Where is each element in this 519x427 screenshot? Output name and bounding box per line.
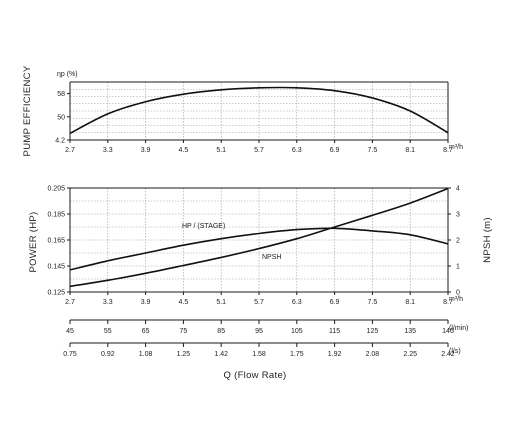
efficiency-y-tick-label: 50 [57, 114, 65, 121]
flow-axis-1-tick-label: 2.08 [366, 351, 380, 358]
flow-axis-1-tick-label: 0.92 [101, 351, 115, 358]
efficiency-x-tick-label: 6.9 [330, 147, 340, 154]
power-x-tick-label: 7.5 [368, 299, 378, 306]
efficiency-unit-label: ηp (%) [57, 71, 78, 78]
power-x-unit-label: m³/h [449, 296, 463, 303]
efficiency-x-tick-label: 5.1 [216, 147, 226, 154]
flow-axis-0-tick-label: 135 [404, 328, 416, 335]
flow-axis-0-tick-label: 125 [367, 328, 379, 335]
power-series-line-1 [69, 187, 449, 288]
flow-axis-0-tick-label: 95 [255, 328, 263, 335]
power-x-tick-label: 4.5 [179, 299, 189, 306]
flow-axis-1-tick-label: 1.42 [214, 351, 228, 358]
flow-axis-0-tick-label: 145 [442, 328, 454, 335]
efficiency-x-tick-label: 4.5 [179, 147, 189, 154]
efficiency-x-unit-label: m³/h [449, 144, 463, 151]
power-y-tick-label: 0.165 [47, 238, 65, 245]
flow-axis-0-tick-label: 65 [142, 328, 150, 335]
flow-axis-0-tick-label: 45 [66, 328, 74, 335]
power-y-tick-label: 0.125 [47, 290, 65, 297]
power-y2-tick-label: 3 [456, 212, 460, 219]
power-x-tick-label: 5.1 [216, 299, 226, 306]
efficiency-y-tick-label: 4.2 [55, 138, 65, 145]
power-x-tick-label: 8.7 [443, 299, 453, 306]
npsh-axis-title: NPSH (m) [482, 217, 493, 263]
power-y2-tick-label: 2 [456, 238, 460, 245]
power-series-line-0 [69, 227, 449, 271]
power-x-tick-label: 6.3 [292, 299, 302, 306]
flow-axis-1-tick-label: 2.25 [403, 351, 417, 358]
power-axis-title: POWER (HP) [28, 211, 39, 272]
power-x-tick-label: 2.7 [65, 299, 75, 306]
power-x-tick-label: 5.7 [254, 299, 264, 306]
efficiency-y-tick-label: 58 [57, 91, 65, 98]
efficiency-x-tick-label: 7.5 [368, 147, 378, 154]
flow-axis-1-unit-label: (l/s) [449, 348, 461, 355]
flow-axis-0-tick-label: 75 [180, 328, 188, 335]
flow-axis-1-tick-label: 0.75 [63, 351, 77, 358]
efficiency-series-line-0 [69, 86, 449, 135]
power-y2-tick-label: 4 [456, 186, 460, 193]
flow-axis-1-tick-label: 1.92 [328, 351, 342, 358]
efficiency-x-tick-label: 8.7 [443, 147, 453, 154]
power-x-tick-label: 3.9 [141, 299, 151, 306]
flow-axis-0-tick-label: 85 [217, 328, 225, 335]
flow-axis-1-tick-label: 1.75 [290, 351, 304, 358]
npsh-series-label: NPSH [262, 254, 281, 261]
flow-axis-1-tick-label: 1.08 [139, 351, 153, 358]
power-npsh-panel: POWER (HP) NPSH (m) 0.125 0.145 0.165 0.185… [28, 186, 493, 307]
flow-axis-0-tick-label: 115 [329, 328, 340, 335]
efficiency-x-tick-label: 5.7 [254, 147, 264, 154]
flow-axis-title: Q (Flow Rate) [223, 370, 286, 381]
flow-unit-axes: 45 55 65 75 85 95 105 115 125 135 145(l/min) 0.75 0.… [63, 319, 468, 358]
power-x-tick-label: 3.3 [103, 299, 113, 306]
flow-axis-0-tick-label: 105 [291, 328, 303, 335]
flow-axis-0-unit-label: (l/min) [449, 325, 468, 332]
efficiency-x-tick-label: 3.9 [141, 147, 151, 154]
flow-axis-1-tick-label: 1.25 [177, 351, 191, 358]
flow-axis-1-tick-label: 2.42 [441, 351, 455, 358]
efficiency-x-tick-label: 3.3 [103, 147, 113, 154]
efficiency-panel: ηp (%) PUMP EFFICIENCY 4.2 50 58 2.7 3.3 3.9… [22, 65, 463, 156]
efficiency-x-tick-label: 6.3 [292, 147, 302, 154]
flow-axis-1-tick-label: 1.58 [252, 351, 266, 358]
hp-series-label: HP / (STAGE) [182, 223, 225, 230]
efficiency-x-tick-label: 2.7 [65, 147, 75, 154]
power-x-tick-label: 8.1 [405, 299, 415, 306]
power-y2-tick-label: 1 [456, 264, 460, 271]
efficiency-axis-title: PUMP EFFICIENCY [22, 65, 33, 156]
power-y2-tick-label: 0 [456, 290, 460, 297]
power-y-tick-label: 0.185 [47, 212, 65, 219]
efficiency-x-tick-label: 8.1 [405, 147, 415, 154]
power-x-tick-label: 6.9 [330, 299, 340, 306]
power-y-tick-label: 0.145 [47, 264, 65, 271]
flow-axis-0-tick-label: 55 [104, 328, 112, 335]
power-y-tick-label: 0.205 [47, 186, 65, 193]
